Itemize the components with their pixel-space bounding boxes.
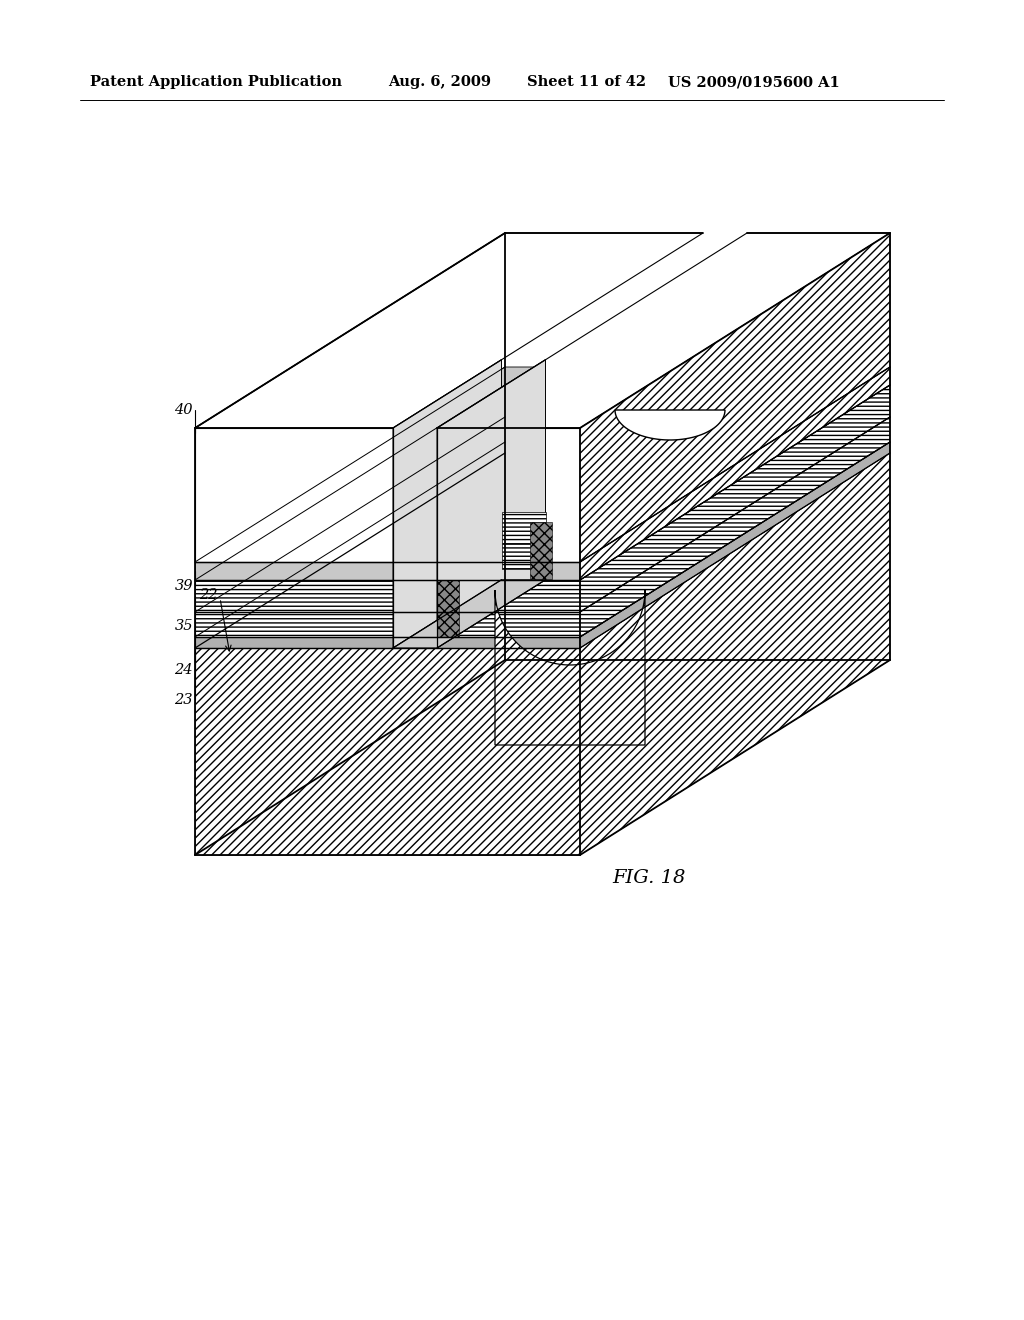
Polygon shape bbox=[195, 428, 393, 562]
Text: Patent Application Publication: Patent Application Publication bbox=[90, 75, 342, 88]
Text: FIG. 18: FIG. 18 bbox=[612, 869, 685, 887]
Polygon shape bbox=[437, 360, 546, 648]
Polygon shape bbox=[195, 612, 580, 638]
Text: 24: 24 bbox=[174, 663, 193, 676]
Polygon shape bbox=[530, 521, 552, 578]
Polygon shape bbox=[195, 453, 890, 648]
Polygon shape bbox=[393, 579, 546, 648]
Polygon shape bbox=[502, 512, 546, 544]
Polygon shape bbox=[580, 453, 890, 855]
Text: 39: 39 bbox=[174, 579, 193, 593]
Text: 35: 35 bbox=[174, 619, 193, 634]
Polygon shape bbox=[580, 367, 890, 579]
Text: 40: 40 bbox=[174, 403, 193, 417]
Text: Sheet 11 of 42: Sheet 11 of 42 bbox=[527, 75, 646, 88]
Polygon shape bbox=[580, 442, 890, 648]
Polygon shape bbox=[495, 590, 645, 744]
Polygon shape bbox=[195, 385, 890, 579]
Polygon shape bbox=[437, 579, 459, 638]
Polygon shape bbox=[195, 562, 580, 579]
Text: 22: 22 bbox=[200, 587, 218, 602]
Polygon shape bbox=[195, 367, 890, 562]
Text: Aug. 6, 2009: Aug. 6, 2009 bbox=[388, 75, 490, 88]
Polygon shape bbox=[195, 417, 890, 612]
Polygon shape bbox=[580, 234, 890, 562]
Polygon shape bbox=[502, 544, 546, 569]
Polygon shape bbox=[580, 417, 890, 638]
Polygon shape bbox=[437, 234, 890, 428]
Text: 23: 23 bbox=[174, 693, 193, 706]
Polygon shape bbox=[437, 428, 580, 562]
Polygon shape bbox=[580, 234, 890, 579]
Polygon shape bbox=[195, 234, 703, 428]
Polygon shape bbox=[195, 579, 580, 612]
Polygon shape bbox=[580, 385, 890, 612]
Polygon shape bbox=[393, 360, 502, 648]
Polygon shape bbox=[195, 638, 580, 648]
Text: US 2009/0195600 A1: US 2009/0195600 A1 bbox=[668, 75, 840, 88]
Polygon shape bbox=[195, 648, 580, 855]
Polygon shape bbox=[195, 442, 890, 638]
Polygon shape bbox=[615, 411, 725, 440]
